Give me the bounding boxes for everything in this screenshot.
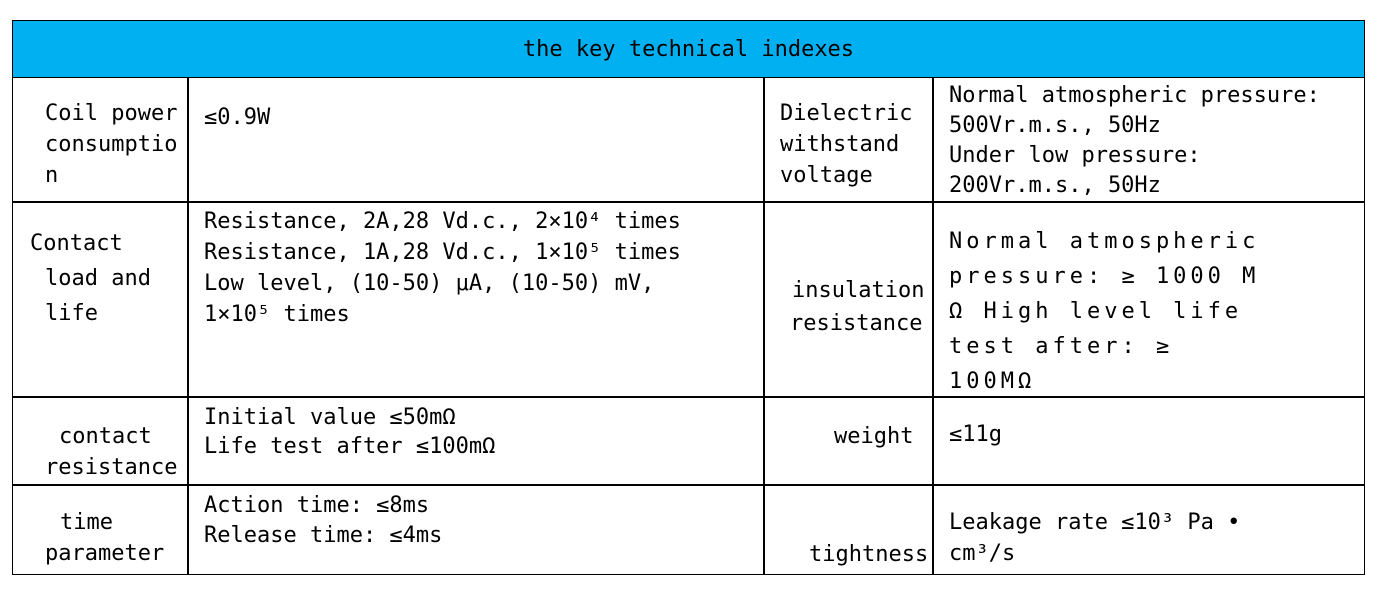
dielectric-value: Normal atmospheric pressure: 500Vr.m.s.,…: [932, 77, 1365, 203]
contact-load-label: Contact load and life: [12, 201, 189, 398]
time-parameter-label: time parameter: [12, 484, 189, 575]
tightness-value: Leakage rate ≤10³ Pa • cm³/s: [932, 484, 1365, 575]
insulation-value: Normal atmospheric pressure: ≥ 1000 M Ω …: [932, 201, 1365, 398]
coil-power-label: Coil power consumptio n: [12, 77, 189, 203]
weight-label: weight: [763, 396, 934, 486]
tightness-label: tightness: [763, 484, 934, 575]
dielectric-label: Dielectric withstand voltage: [763, 77, 934, 203]
weight-value: ≤11g: [932, 396, 1365, 486]
spec-table: the key technical indexes Coil power con…: [12, 20, 1365, 575]
contact-resistance-label: contact resistance: [12, 396, 189, 486]
table-title: the key technical indexes: [12, 20, 1365, 78]
time-parameter-value: Action time: ≤8ms Release time: ≤4ms: [187, 484, 765, 575]
contact-resistance-value: Initial value ≤50mΩ Life test after ≤100…: [187, 396, 765, 486]
insulation-label: insulation resistance: [763, 201, 934, 398]
contact-load-value: Resistance, 2A,28 Vd.c., 2×10⁴ times Res…: [187, 201, 765, 398]
coil-power-value: ≤0.9W: [187, 77, 765, 203]
